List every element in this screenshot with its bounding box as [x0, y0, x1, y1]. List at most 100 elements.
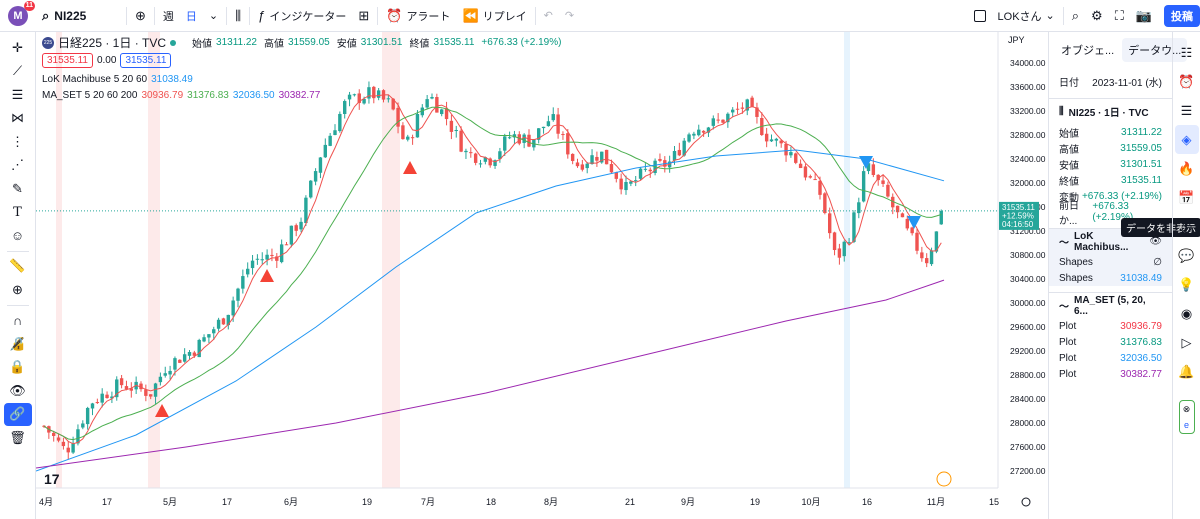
divider [226, 6, 228, 25]
close-value: 31535.11 [433, 37, 475, 48]
price-tick-label: 32400.00 [1010, 154, 1046, 164]
data-row-value: +676.33 (+2.19%) [1092, 201, 1134, 223]
interval-dropdown[interactable]: ⌄ [203, 0, 224, 32]
text-tool[interactable]: T [4, 201, 32, 225]
magnet-tool[interactable]: ∩ [4, 309, 32, 333]
eye-icon[interactable]: 👁 [1149, 236, 1162, 247]
buy-signal-triangle [155, 404, 169, 417]
user-avatar[interactable]: M 11 [8, 0, 35, 26]
watchlist-button[interactable]: ☷ [1175, 38, 1199, 67]
candle-body [202, 337, 206, 342]
tab-data-window[interactable]: データウ... [1122, 38, 1188, 62]
price-chart[interactable]: 34000.00 33600.00 33200.00 32800.00 32400.00… [36, 32, 1048, 519]
sync-drawings-tool[interactable]: 🔗 [3, 402, 32, 426]
symbol-title: 日経225 · 1日 · TVC [58, 36, 167, 50]
object-tree-button[interactable]: ☰ [1175, 96, 1199, 125]
candle-body [832, 232, 837, 251]
candle-body [231, 300, 235, 316]
candle-body [197, 339, 201, 358]
tab-object-tree[interactable]: オブジェ... [1061, 45, 1115, 57]
replay-button[interactable]: ⏪ リプレイ [456, 0, 532, 32]
indicator-section-title: MA_SET (5, 20, 6... [1074, 294, 1146, 317]
text-icon: T [13, 204, 22, 220]
symbol-search[interactable]: ⌕ NI225 [36, 0, 124, 32]
redo-icon: ↷ [564, 10, 575, 22]
indicator-value: 32036.50 [232, 89, 275, 101]
forecast-icon: ⋰ [11, 157, 24, 173]
settings-button[interactable]: ⚙ [1085, 0, 1109, 32]
candle-body [372, 86, 376, 99]
buy-button[interactable]: 31535.11 [120, 53, 172, 68]
remove-drawings-tool[interactable]: 🗑 [4, 426, 32, 450]
candle-body [789, 152, 793, 156]
price-tick-label: 34000.00 [1010, 58, 1046, 68]
symbol-section-header[interactable]: ⫼ NI225 · 1日 · TVC [1049, 98, 1172, 124]
brush-tool[interactable]: ✎ [4, 177, 32, 201]
candle-body [619, 178, 623, 190]
zoom-tool[interactable]: ⊕ [4, 278, 32, 302]
pattern-tool[interactable]: ⋈ [4, 107, 32, 131]
hide-drawings-tool[interactable]: 👁 [4, 379, 32, 403]
horizontal-lines-tool[interactable]: ☰ [4, 83, 32, 107]
lock-pencil-icon: 🔏 [9, 335, 26, 351]
quick-search-button[interactable]: ⌕ [1066, 0, 1085, 32]
candle-body [124, 386, 129, 390]
lock-all-tool[interactable]: 🔒 [4, 356, 32, 380]
layout-menu[interactable]: LOKさん ⌄ [968, 0, 1061, 32]
indicator-section-ma[interactable]: 〜 MA_SET (5, 20, 6... [1049, 292, 1172, 318]
idea-bulb-button[interactable]: 💡 [1175, 270, 1199, 299]
compare-button[interactable]: ⊕ [129, 0, 152, 32]
streams-button[interactable]: ◉ [1175, 299, 1199, 328]
undo-button[interactable]: ↶ [538, 0, 559, 32]
emoji-tool[interactable]: ☺ [4, 224, 32, 248]
indicators-button[interactable]: ƒ インジケーター [252, 0, 352, 32]
right-sidebar: ☷ ⏰ ☰ ◈ 🔥 📅 ◷ 💬 💡 ◉ ▷ 🔔 ⊗ e [1172, 32, 1200, 519]
post-button[interactable]: 投稿 [1164, 4, 1200, 27]
candle-body [920, 252, 924, 259]
wave-icon: 〜 [1059, 302, 1069, 313]
list-icon: ☷ [1180, 44, 1193, 60]
data-row: Shapes ∅ [1049, 254, 1172, 270]
ruler-tool[interactable]: 📏 [4, 255, 32, 279]
trendline-tool[interactable]: ⟋ [4, 60, 32, 84]
candle-body [362, 98, 366, 104]
candle-body [590, 155, 594, 165]
candle-body [721, 119, 725, 123]
chart-pane[interactable]: 34000.00 33600.00 33200.00 32800.00 32400.00… [36, 32, 1048, 519]
ideas-button[interactable]: ◷ [1175, 212, 1199, 241]
sell-button[interactable]: 31535.11 [42, 53, 93, 68]
extension-button[interactable]: ⊗ e [1178, 400, 1195, 434]
indicator-legend-lok[interactable]: LoK Machibuse 5 20 60 31038.49 [42, 71, 564, 87]
crosshair-tool[interactable]: ✛ [4, 36, 32, 60]
candle-body [420, 107, 424, 116]
notifications-button[interactable]: 🔔 [1175, 357, 1199, 386]
candle-body [338, 113, 342, 132]
candle-body [483, 157, 488, 162]
chart-type-button[interactable]: ⫼ [229, 0, 247, 32]
fib-tool[interactable]: ⋮ [4, 130, 32, 154]
candle-body [444, 108, 449, 120]
interval-day-button[interactable]: 日 [185, 10, 197, 23]
candle-body [891, 196, 895, 208]
symbol-legend-row[interactable]: 225 日経225 · 1日 · TVC 始値 31311.22 高値 31559.… [42, 36, 564, 50]
chat-button[interactable]: 💬 [1175, 241, 1199, 270]
snapshot-button[interactable]: 📷 [1130, 0, 1158, 32]
lock-drawing-tool[interactable]: 🔏 [4, 332, 32, 356]
calendar-button[interactable]: 📅 [1175, 183, 1199, 212]
indicator-legend-ma[interactable]: MA_SET 5 20 60 200 30936.79 31376.83 320… [42, 87, 564, 103]
templates-button[interactable]: ⊞ [352, 0, 375, 32]
replay-panel-button[interactable]: ▷ [1175, 328, 1199, 357]
data-window-button[interactable]: ◈ [1174, 125, 1199, 154]
forecast-tool[interactable]: ⋰ [4, 154, 32, 178]
alert-button[interactable]: ⏰ アラート [380, 0, 456, 32]
alerts-button[interactable]: ⏰ [1175, 67, 1199, 96]
fullscreen-button[interactable]: ⛶ [1109, 0, 1130, 32]
low-label: 安値 [336, 39, 357, 50]
alarm-icon: ⏰ [1178, 73, 1195, 89]
interval-week-button[interactable]: 週 [162, 10, 174, 23]
candle-body [115, 379, 119, 398]
candle-body [168, 370, 172, 375]
currency-label: JPY [1008, 35, 1025, 45]
hotlists-button[interactable]: 🔥 [1175, 154, 1199, 183]
redo-button[interactable]: ↷ [559, 0, 580, 32]
